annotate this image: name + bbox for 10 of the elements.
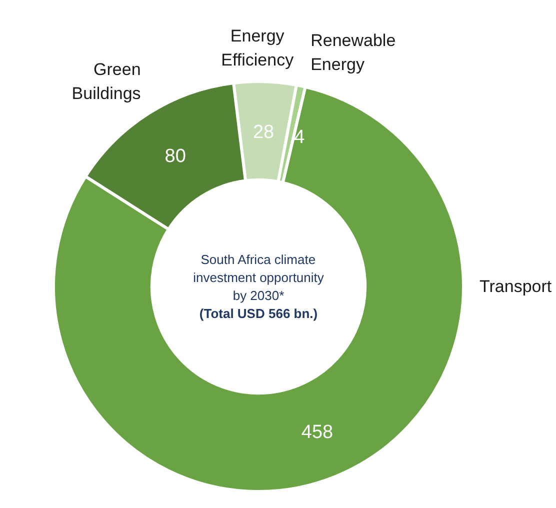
slice-label: Green Buildings	[72, 60, 141, 104]
slice-label: Renewable Energy	[310, 31, 396, 74]
text: (Total USD 566 bn.)	[199, 306, 318, 321]
slice-label: Transport	[480, 277, 552, 296]
data-label: 458	[301, 422, 334, 443]
data-label: 4	[294, 127, 306, 148]
data-label: 80	[164, 146, 186, 167]
text: South Africa climate investment opportunity by 2030*	[193, 252, 324, 303]
slice-label: Energy Efficiency	[221, 26, 294, 70]
data-label: 28	[252, 122, 274, 143]
